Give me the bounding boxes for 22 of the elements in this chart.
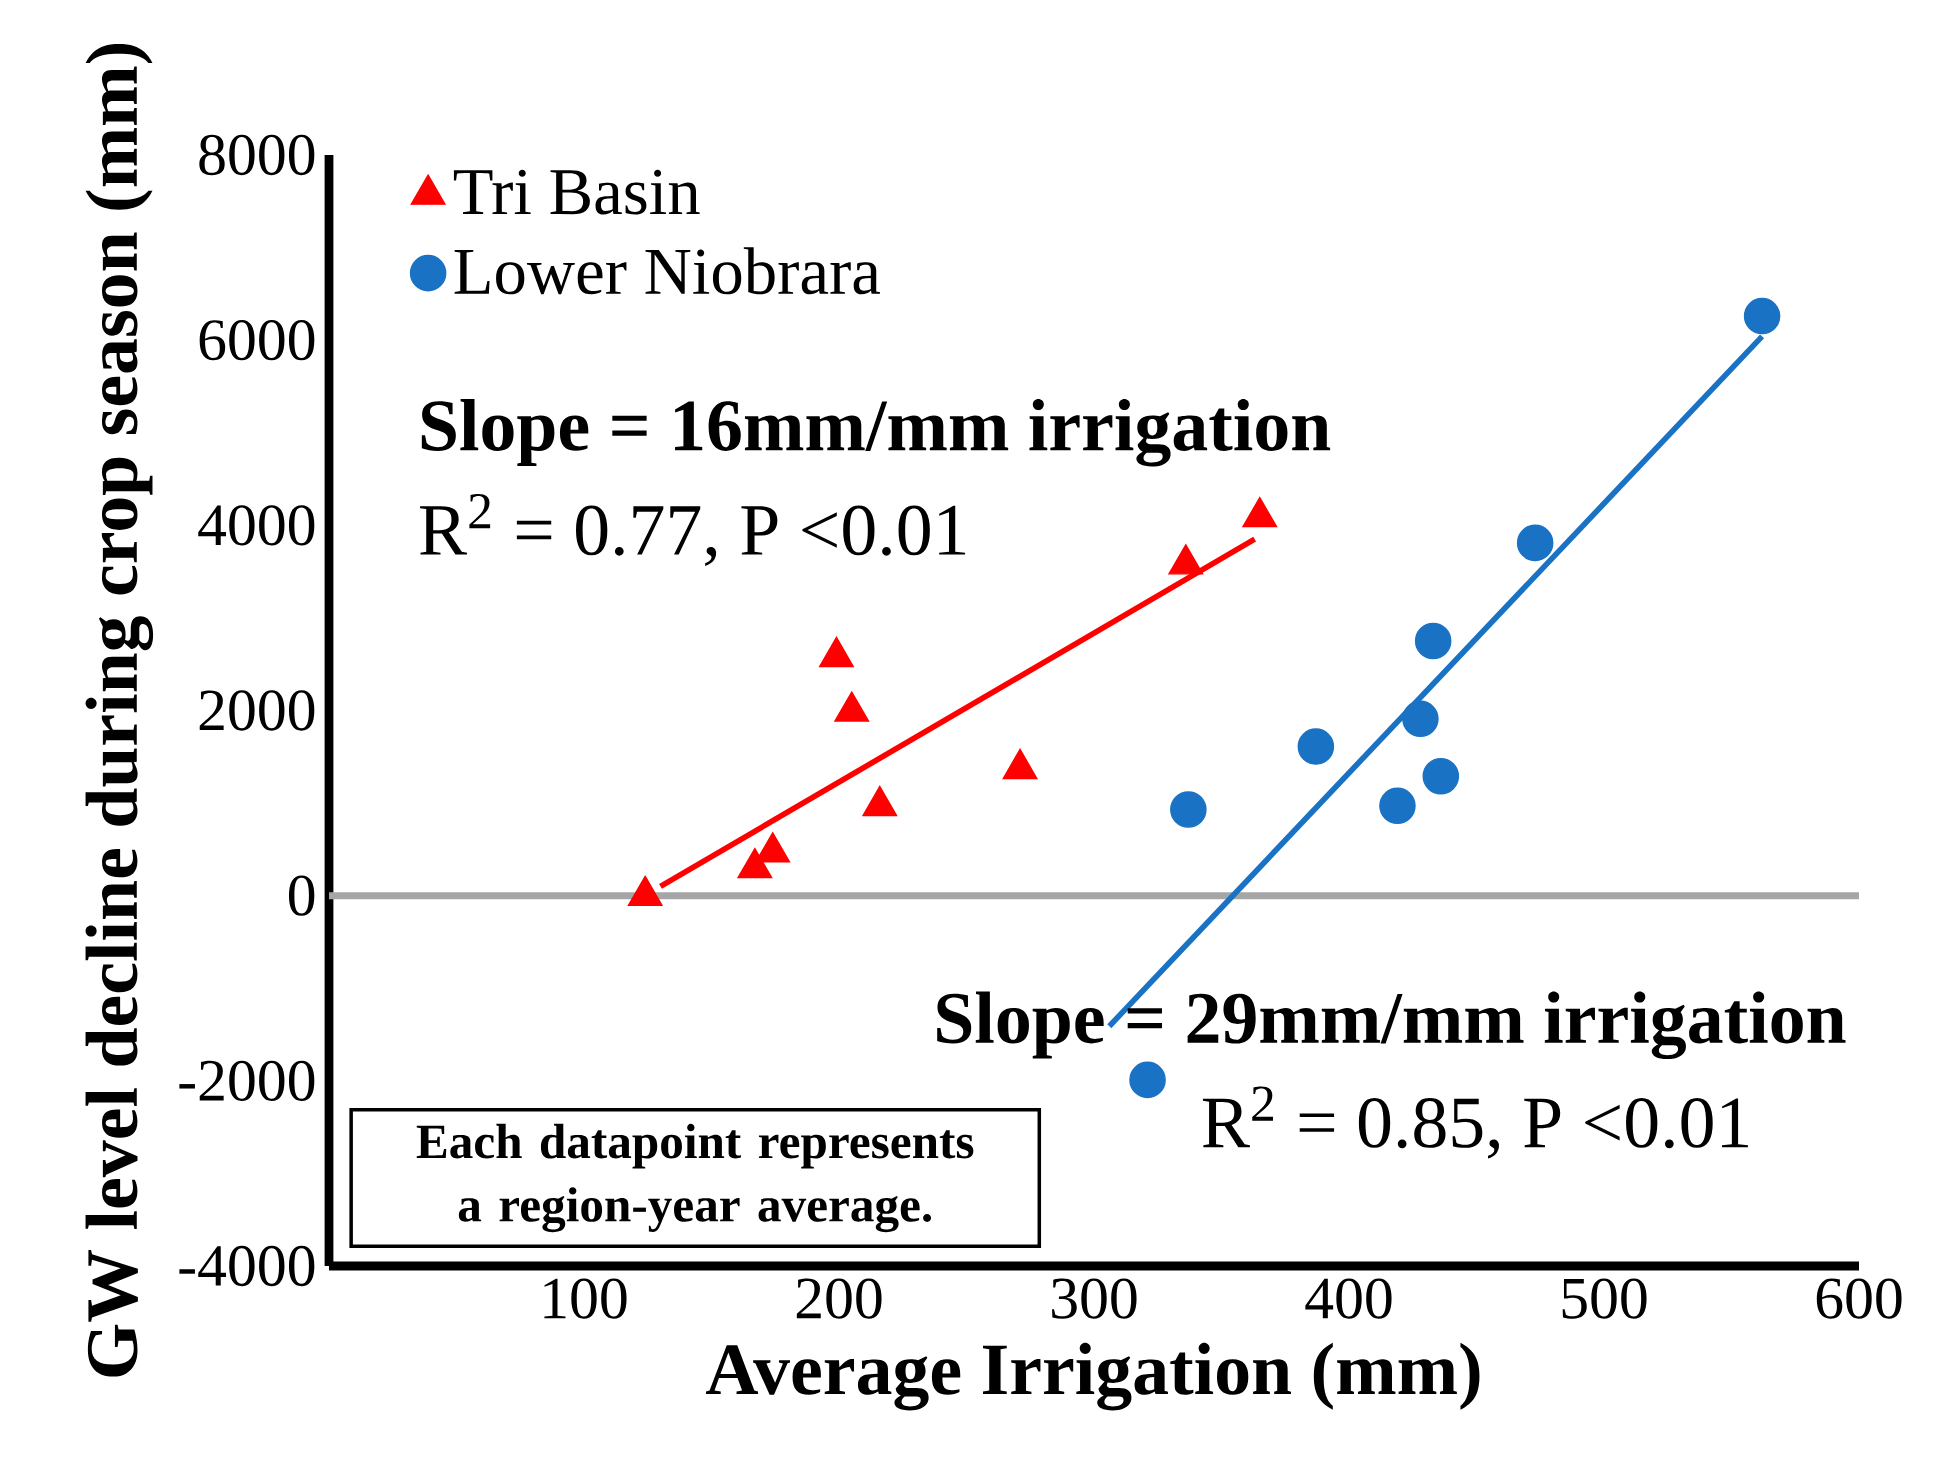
annotation: Slope = 16mm/mm irrigation (421, 398, 1331, 467)
y-tick-label: -2000 (179, 1060, 315, 1101)
annotation: R$^{2}$ = 0.77, P <0.01 (420, 493, 966, 566)
annotation: Slope = 29mm/mm irrigation (937, 991, 1846, 1060)
annotation: R$^{2}$ = 0.85, P <0.01 (1202, 1086, 1748, 1159)
x-tick-label: 400 (1305, 1278, 1392, 1319)
x-tick-label: 600 (1816, 1278, 1902, 1319)
x-tick-label: 200 (796, 1278, 882, 1319)
annotation: Each datapoint represents a region-year average. (416, 1123, 974, 1233)
y-tick-label: 4000 (198, 505, 315, 546)
x-axis-title: Average Irrigation (mm) (706, 1342, 1480, 1411)
y-tick-label: -4000 (179, 1245, 315, 1287)
x-tick-label: 500 (1562, 1278, 1647, 1319)
y-tick-label: 0 (288, 875, 315, 916)
legend-label: Tri Basin (453, 169, 700, 215)
y-tick-label: 6000 (199, 319, 315, 361)
y-tick-label: 2000 (199, 690, 315, 731)
legend-label: Lower Niobrara (454, 247, 881, 295)
x-tick-label: 300 (1052, 1278, 1137, 1319)
y-tick-label: 8000 (199, 134, 315, 176)
x-tick-label: 100 (544, 1278, 627, 1319)
y-axis-title: GW level decline during crop season (mm) (85, 44, 154, 1377)
